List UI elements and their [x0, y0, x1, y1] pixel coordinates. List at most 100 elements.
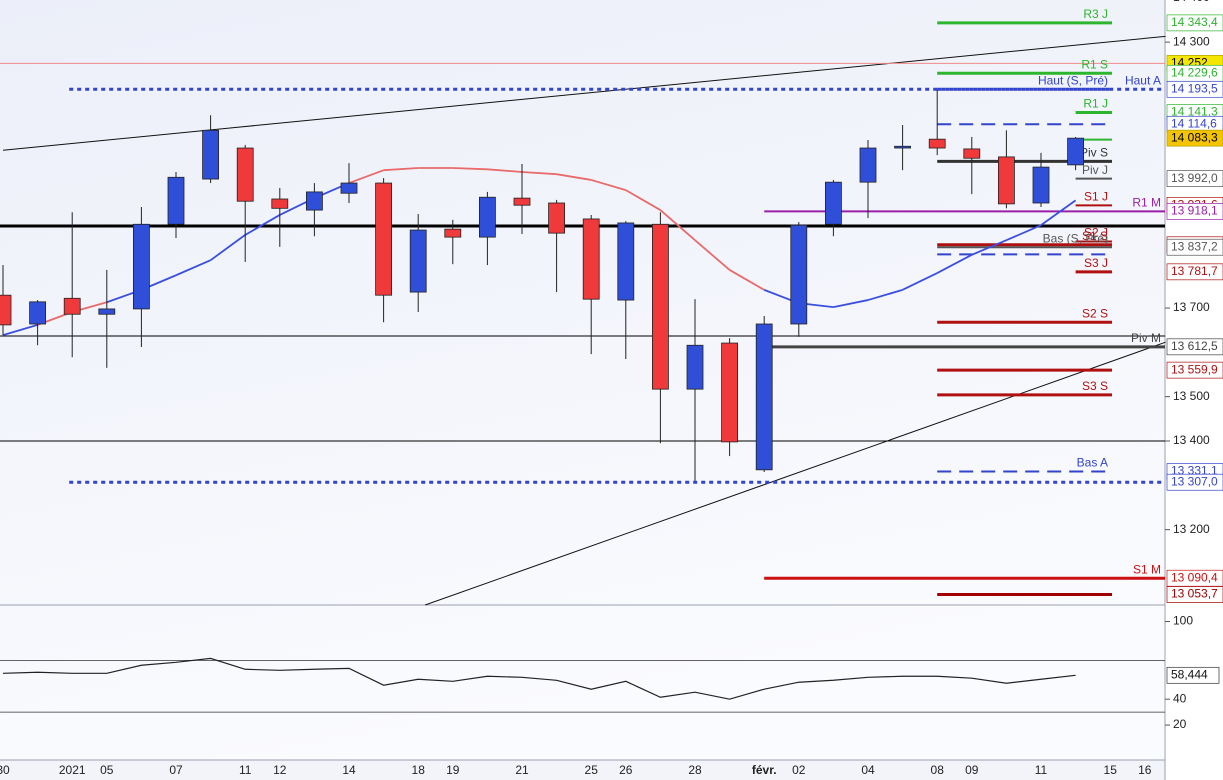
trend-line — [2, 35, 1166, 151]
level-label: 14 343,4 — [1171, 15, 1218, 29]
level-label: 13 612,5 — [1171, 339, 1218, 353]
level-name: R1 M — [1132, 196, 1161, 210]
moving-average — [2, 324, 38, 336]
rsi-current-box — [1166, 666, 1220, 684]
level-label-box — [1166, 238, 1223, 256]
candle-body — [928, 138, 946, 149]
level-label-box — [1166, 586, 1223, 603]
level-label: 13 559,9 — [1171, 362, 1218, 376]
moving-average — [348, 169, 384, 184]
moving-average — [452, 167, 488, 171]
x-tick-label: 15 — [1104, 763, 1118, 777]
level-name: Haut A — [1125, 73, 1161, 87]
x-tick-label: 26 — [619, 763, 633, 777]
rsi-line — [2, 657, 1076, 700]
level-name: Piv J — [1082, 163, 1108, 177]
level-label: 14 229,6 — [1171, 65, 1218, 79]
level-label: 13 781,7 — [1171, 264, 1218, 278]
moving-average — [936, 254, 973, 274]
moving-average — [244, 214, 281, 236]
moving-average — [867, 289, 903, 301]
level-name: S1 M — [1133, 562, 1161, 576]
moving-average — [590, 179, 627, 192]
level-name: Piv S — [1080, 146, 1108, 160]
y-tick-label: 13 400 — [1173, 433, 1210, 447]
x-tick-label: 02 — [792, 763, 806, 777]
level-label-box — [1166, 80, 1223, 98]
candle-body — [340, 182, 358, 194]
candle-body — [963, 148, 981, 159]
level-label-box — [1166, 170, 1223, 187]
level-name: S3 J — [1084, 256, 1108, 270]
level-label: 13 090,4 — [1171, 570, 1218, 584]
x-tick-label: 2021 — [59, 763, 86, 777]
candle-body — [375, 182, 393, 296]
y-tick-label: 13 500 — [1173, 389, 1210, 403]
level-label: 13 992,0 — [1171, 171, 1218, 185]
x-tick-label: 28 — [688, 763, 702, 777]
candle-body — [825, 181, 842, 225]
candle-body — [998, 156, 1015, 205]
level-name: R1 J — [1083, 97, 1108, 111]
candle-body — [652, 223, 669, 390]
candle-body — [132, 223, 150, 310]
y-tick-label: 14 300 — [1173, 34, 1210, 48]
candle-body — [721, 342, 738, 443]
x-tick-label: 30 — [0, 763, 10, 777]
level-label-box — [1166, 338, 1223, 356]
moving-average — [625, 189, 661, 211]
moving-average — [694, 239, 731, 271]
level-label: 13 053,7 — [1171, 587, 1218, 601]
candle-body — [478, 196, 496, 238]
level-name: S2 J — [1084, 226, 1108, 240]
x-tick-label: 09 — [965, 763, 979, 777]
y-tick-label: 14 400 — [1173, 0, 1210, 4]
candle-body — [617, 222, 635, 301]
candle-body — [859, 147, 877, 183]
candle-body — [98, 308, 116, 315]
candle-body — [409, 229, 427, 293]
candle-body — [894, 145, 911, 149]
trend-line — [424, 341, 1166, 606]
moving-average — [729, 269, 765, 291]
level-label: 13 307,0 — [1171, 474, 1218, 488]
candle-body — [271, 198, 289, 209]
moving-average — [521, 171, 557, 176]
level-name: Piv M — [1131, 331, 1161, 345]
x-tick-label: 05 — [100, 763, 114, 777]
candle-body — [1067, 137, 1084, 166]
moving-average — [175, 259, 211, 277]
level-label: 14 193,5 — [1171, 81, 1218, 95]
rsi-tick-label: 40 — [1173, 691, 1187, 705]
x-tick-label: 25 — [585, 763, 599, 777]
x-tick-label: 18 — [412, 763, 426, 777]
moving-average — [833, 299, 869, 309]
level-label-box — [1166, 203, 1223, 220]
rsi-tick-label: 20 — [1173, 717, 1187, 731]
level-name: Bas (S, Pré) — [1043, 231, 1108, 245]
moving-average — [902, 272, 938, 291]
rsi-tick-label: 100 — [1173, 614, 1193, 628]
candle-body — [0, 294, 12, 326]
x-tick-label: 21 — [515, 763, 529, 777]
level-label: 14 141,3 — [1171, 105, 1218, 119]
candle-body — [548, 202, 565, 234]
candle-body — [29, 301, 47, 325]
moving-average — [210, 234, 246, 261]
rsi-current-label: 58,444 — [1171, 667, 1208, 681]
x-tick-label: 07 — [169, 763, 183, 777]
x-tick-label: 19 — [446, 763, 460, 777]
candle-body — [686, 344, 704, 390]
candle-body — [513, 197, 531, 206]
moving-average — [659, 209, 696, 241]
candle-body — [305, 191, 323, 211]
y-tick-label: 13 200 — [1173, 522, 1210, 536]
level-label-box — [1166, 361, 1223, 379]
moving-average — [1040, 199, 1077, 226]
level-label: 14 114,6 — [1171, 116, 1217, 130]
candle-body — [202, 129, 220, 180]
candle-body — [444, 228, 462, 238]
candle-body — [582, 218, 600, 300]
candle-body — [790, 224, 808, 325]
